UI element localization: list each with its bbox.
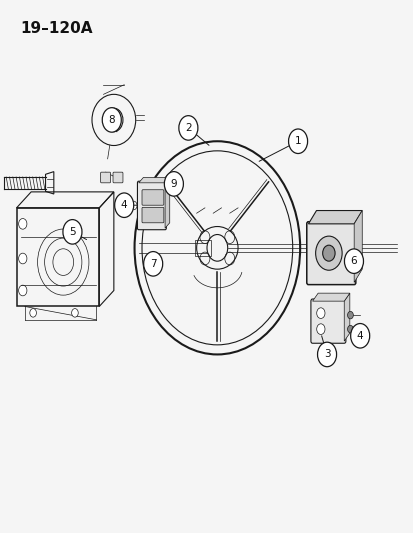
Text: 2: 2 xyxy=(185,123,191,133)
Text: 4: 4 xyxy=(356,331,363,341)
Circle shape xyxy=(288,129,307,154)
FancyBboxPatch shape xyxy=(306,222,355,285)
Text: 6: 6 xyxy=(350,256,356,266)
Text: 1: 1 xyxy=(294,136,301,146)
Text: 7: 7 xyxy=(150,259,156,269)
Circle shape xyxy=(114,193,133,217)
Circle shape xyxy=(178,116,197,140)
Polygon shape xyxy=(165,177,169,228)
Circle shape xyxy=(347,325,353,333)
FancyBboxPatch shape xyxy=(310,299,345,343)
Text: 5: 5 xyxy=(69,227,76,237)
Circle shape xyxy=(316,308,324,319)
Circle shape xyxy=(19,253,27,264)
Circle shape xyxy=(71,309,78,317)
Polygon shape xyxy=(308,211,361,224)
Text: 4: 4 xyxy=(121,200,127,210)
Polygon shape xyxy=(354,211,361,282)
Circle shape xyxy=(322,245,334,261)
Circle shape xyxy=(102,108,121,132)
Text: 19–120A: 19–120A xyxy=(21,21,93,36)
Text: 8: 8 xyxy=(108,115,115,125)
Circle shape xyxy=(344,249,363,273)
Circle shape xyxy=(164,172,183,196)
Circle shape xyxy=(317,342,336,367)
Circle shape xyxy=(316,324,324,335)
Circle shape xyxy=(30,309,36,317)
Polygon shape xyxy=(344,293,349,341)
Polygon shape xyxy=(312,293,349,301)
Circle shape xyxy=(19,285,27,296)
FancyBboxPatch shape xyxy=(113,172,123,183)
FancyBboxPatch shape xyxy=(142,190,164,205)
FancyBboxPatch shape xyxy=(137,181,166,230)
Circle shape xyxy=(130,201,137,210)
FancyBboxPatch shape xyxy=(100,172,110,183)
Circle shape xyxy=(143,252,162,276)
Circle shape xyxy=(347,311,353,319)
Text: 3: 3 xyxy=(323,350,330,359)
Polygon shape xyxy=(138,177,169,183)
FancyBboxPatch shape xyxy=(142,207,164,223)
Circle shape xyxy=(63,220,82,244)
Text: 9: 9 xyxy=(170,179,177,189)
Circle shape xyxy=(350,324,369,348)
Circle shape xyxy=(315,236,341,270)
Circle shape xyxy=(19,219,27,229)
